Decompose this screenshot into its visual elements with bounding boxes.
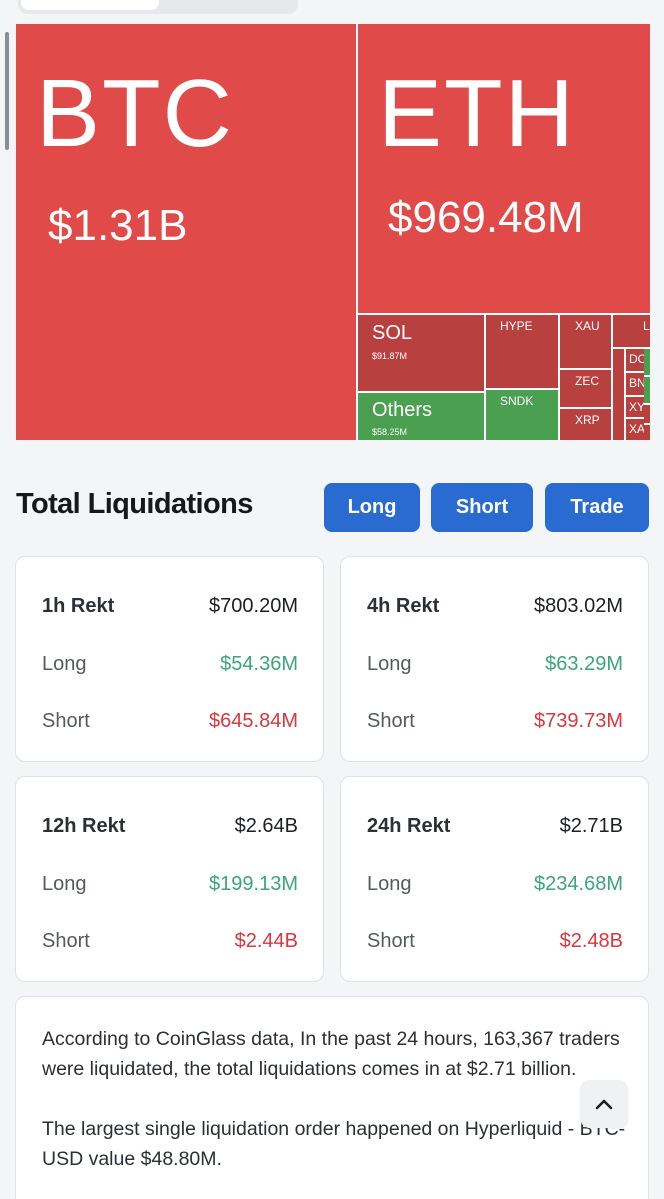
treemap-tile-li[interactable]: LI	[613, 315, 650, 347]
tile-symbol: ZEC	[575, 374, 599, 388]
treemap-tile-zec[interactable]: ZEC	[560, 370, 611, 407]
section-title: Total Liquidations	[16, 488, 253, 520]
treemap-tile-xy[interactable]: XY	[626, 397, 644, 417]
short-value: $2.44B	[234, 930, 298, 952]
treemap-tile-sndk[interactable]: SNDK	[486, 390, 558, 440]
treemap-tile-hype[interactable]: HYPE	[486, 315, 558, 388]
treemap-tile-eth[interactable]: ETH $969.48M	[358, 24, 650, 313]
segmented-active-option[interactable]	[21, 0, 159, 10]
period-label: 1h Rekt	[42, 595, 115, 617]
treemap-tile-xrp[interactable]: XRP	[560, 409, 611, 440]
summary-paragraph: According to CoinGlass data, In the past…	[42, 1028, 620, 1080]
long-label: Long	[367, 653, 412, 675]
long-label: Long	[42, 653, 87, 675]
rekt-card-12h: 12h Rekt $2.64B Long $199.13M Short $2.44B	[15, 776, 324, 982]
tile-symbol: LI	[643, 319, 650, 333]
long-value: $54.36M	[220, 653, 298, 675]
period-label: 4h Rekt	[367, 595, 440, 617]
tile-symbol: XA	[629, 422, 644, 436]
treemap-tile-xau[interactable]: XAU	[560, 315, 611, 368]
liquidation-treemap: BTC $1.31B ETH $969.48M SOL $91.87M Othe…	[16, 24, 650, 440]
long-value: $63.29M	[545, 653, 623, 675]
treemap-tile-xa[interactable]: XA	[626, 419, 644, 440]
long-button[interactable]: Long	[324, 483, 420, 532]
tile-value: $91.87M	[372, 351, 408, 361]
treemap-tile-small[interactable]	[644, 405, 650, 423]
treemap-tile-small[interactable]	[613, 349, 624, 440]
total-value: $700.20M	[209, 595, 298, 617]
tile-symbol: XRP	[575, 413, 600, 427]
treemap-tile-sol[interactable]: SOL $91.87M	[358, 315, 484, 391]
rekt-card-4h: 4h Rekt $803.02M Long $63.29M Short $739.73…	[340, 556, 649, 762]
tile-symbol: BTC	[36, 60, 234, 167]
treemap-tile-small[interactable]	[644, 349, 650, 375]
scroll-indicator	[5, 32, 9, 150]
treemap-tile-do[interactable]: DO	[626, 349, 644, 371]
short-value: $645.84M	[209, 710, 298, 732]
short-value: $2.48B	[559, 930, 623, 952]
long-label: Long	[42, 873, 87, 895]
tile-symbol: SNDK	[500, 394, 534, 408]
treemap-tile-bn[interactable]: BN	[626, 373, 644, 395]
liquidation-summary: According to CoinGlass data, In the past…	[15, 996, 649, 1199]
trade-button[interactable]: Trade	[545, 483, 649, 532]
period-label: 12h Rekt	[42, 815, 126, 837]
top-segmented-control[interactable]	[18, 0, 298, 14]
total-value: $2.71B	[559, 815, 623, 837]
long-label: Long	[367, 873, 412, 895]
short-label: Short	[42, 710, 90, 732]
short-label: Short	[367, 710, 415, 732]
long-value: $199.13M	[209, 873, 298, 895]
tile-symbol: XY	[629, 400, 644, 414]
tile-value: $969.48M	[388, 193, 584, 242]
total-value: $803.02M	[534, 595, 623, 617]
summary-paragraph: The largest single liquidation order hap…	[42, 1118, 626, 1170]
treemap-tile-btc[interactable]: BTC $1.31B	[16, 24, 356, 440]
short-label: Short	[367, 930, 415, 952]
tile-symbol: Others	[372, 399, 433, 421]
tile-symbol: DO	[629, 352, 644, 366]
treemap-tile-others[interactable]: Others $58.25M	[358, 393, 484, 440]
scroll-to-top-button[interactable]	[580, 1080, 628, 1128]
tile-symbol: ETH	[378, 60, 576, 167]
tile-value: $58.25M	[372, 427, 408, 437]
treemap-tile-small[interactable]	[644, 377, 650, 403]
short-value: $739.73M	[534, 710, 623, 732]
rekt-card-24h: 24h Rekt $2.71B Long $234.68M Short $2.48B	[340, 776, 649, 982]
short-label: Short	[42, 930, 90, 952]
tile-symbol: XAU	[575, 319, 600, 333]
long-value: $234.68M	[534, 873, 623, 895]
chevron-up-icon	[595, 1099, 613, 1110]
total-value: $2.64B	[234, 815, 298, 837]
tile-symbol: HYPE	[500, 319, 533, 333]
rekt-card-1h: 1h Rekt $700.20M Long $54.36M Short $645.84…	[15, 556, 324, 762]
short-button[interactable]: Short	[431, 483, 533, 532]
treemap-tile-small[interactable]	[644, 425, 650, 440]
tile-symbol: SOL	[372, 322, 413, 344]
tile-symbol: BN	[629, 376, 644, 390]
tile-value: $1.31B	[48, 201, 188, 250]
period-label: 24h Rekt	[367, 815, 451, 837]
